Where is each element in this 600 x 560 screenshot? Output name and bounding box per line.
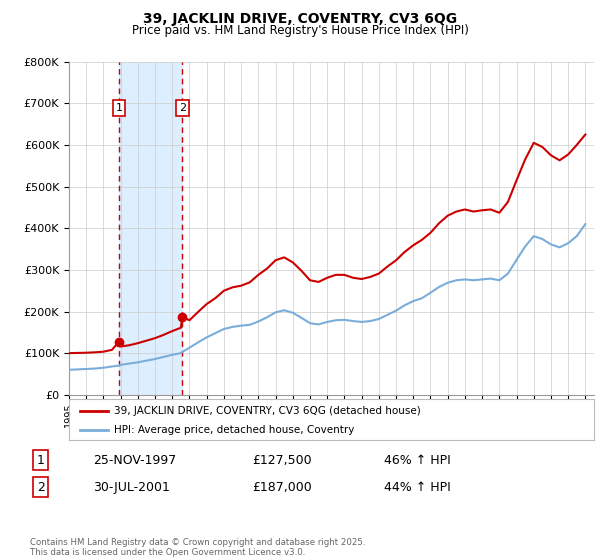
Text: Contains HM Land Registry data © Crown copyright and database right 2025.
This d: Contains HM Land Registry data © Crown c… [30, 538, 365, 557]
Text: Price paid vs. HM Land Registry's House Price Index (HPI): Price paid vs. HM Land Registry's House … [131, 24, 469, 37]
Text: 1: 1 [37, 454, 45, 467]
Text: 39, JACKLIN DRIVE, COVENTRY, CV3 6QG (detached house): 39, JACKLIN DRIVE, COVENTRY, CV3 6QG (de… [113, 405, 421, 416]
Text: 25-NOV-1997: 25-NOV-1997 [93, 454, 176, 467]
Text: 46% ↑ HPI: 46% ↑ HPI [384, 454, 451, 467]
Text: £187,000: £187,000 [252, 480, 312, 494]
Text: 30-JUL-2001: 30-JUL-2001 [93, 480, 170, 494]
Text: 39, JACKLIN DRIVE, COVENTRY, CV3 6QG: 39, JACKLIN DRIVE, COVENTRY, CV3 6QG [143, 12, 457, 26]
Text: 44% ↑ HPI: 44% ↑ HPI [384, 480, 451, 494]
Text: 1: 1 [115, 103, 122, 113]
Text: 2: 2 [37, 480, 45, 494]
Bar [119, 62, 182, 395]
Text: £127,500: £127,500 [252, 454, 311, 467]
Text: HPI: Average price, detached house, Coventry: HPI: Average price, detached house, Cove… [113, 424, 354, 435]
Text: 2: 2 [179, 103, 186, 113]
